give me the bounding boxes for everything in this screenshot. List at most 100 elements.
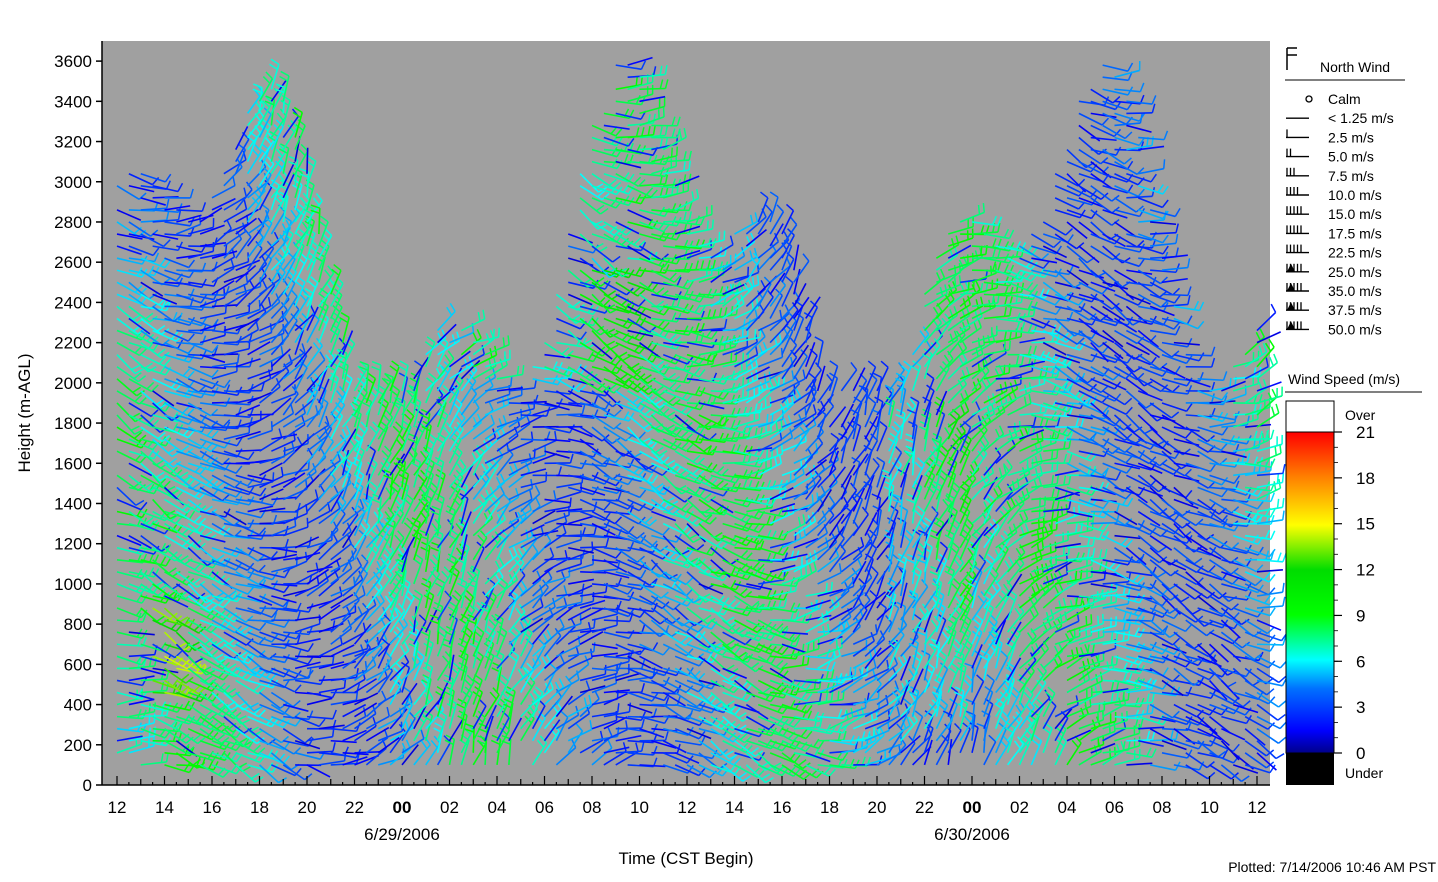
wind-barb-shaft: [152, 281, 179, 288]
wind-barb-shaft: [199, 534, 226, 543]
wind-barb-feather: [253, 706, 263, 712]
wind-barb-shaft: [187, 547, 208, 567]
wind-barb-feather: [200, 414, 207, 424]
wind-barb-feather: [197, 542, 206, 551]
wind-barb-shaft: [140, 535, 163, 552]
wind-barb-shaft: [140, 233, 164, 248]
wind-barb-shaft: [200, 365, 227, 370]
wind-barb-shaft: [247, 369, 273, 380]
wind-barb-shaft: [128, 269, 155, 277]
wind-barb-feather: [148, 366, 157, 373]
wind-barb-shaft: [187, 595, 210, 612]
wind-barb-shaft: [152, 209, 179, 213]
wind-barb-shaft: [140, 643, 166, 653]
wind-barb-feather: [635, 76, 638, 86]
wind-barb-shaft: [116, 390, 140, 405]
wind-barb-shaft: [176, 414, 202, 424]
wind-barb-shaft: [164, 691, 191, 699]
wind-barb-feather: [179, 471, 189, 478]
wind-barb-feather: [210, 480, 219, 489]
wind-barb-feather: [198, 505, 207, 513]
wind-barb-shaft: [223, 619, 246, 636]
wind-barb-shaft: [259, 740, 285, 751]
wind-barb-feather: [248, 569, 255, 579]
wind-barb-shaft: [259, 728, 282, 744]
wind-barb-feather: [208, 760, 214, 770]
wind-barb-shaft: [235, 643, 259, 658]
wind-barb-shaft: [235, 358, 261, 368]
wind-barb-feather: [199, 526, 207, 535]
wind-barb-shaft: [140, 667, 167, 676]
wind-barb-feather: [134, 285, 143, 293]
wind-barb-feather: [140, 439, 148, 449]
wind-barb-feather: [194, 657, 204, 664]
wind-barb-feather: [283, 679, 291, 688]
wind-barb-feather: [189, 288, 195, 298]
wind-barb-shaft: [235, 703, 260, 718]
wind-barb-shaft: [235, 691, 255, 712]
wind-barb-shaft: [223, 583, 249, 595]
wind-barb-feather: [187, 370, 195, 379]
wind-barb-shaft: [235, 740, 259, 755]
wind-barb-feather: [224, 379, 231, 388]
wind-barb-shaft: [187, 607, 212, 621]
wind-barb-shaft: [152, 510, 177, 525]
wind-barb-shaft: [235, 667, 261, 679]
wind-barb-shaft: [163, 462, 185, 482]
wind-barb-feather: [177, 732, 183, 742]
wind-barb-shaft: [318, 208, 321, 235]
wind-barb-shaft: [140, 546, 167, 554]
wind-barb-feather: [136, 689, 143, 699]
wind-barb-shaft: [128, 329, 152, 345]
wind-barb-feather: [188, 510, 196, 520]
wind-barb-feather: [135, 499, 145, 506]
wind-barb-feather: [165, 557, 172, 567]
wind-barb-feather: [258, 299, 261, 310]
wind-barb-shaft: [258, 764, 280, 784]
wind-barb-feather: [134, 429, 144, 435]
wind-barb-feather: [187, 333, 195, 342]
wind-barb-feather: [222, 600, 231, 609]
wind-barb-shaft: [247, 391, 272, 404]
wind-barb-feather: [133, 480, 142, 488]
wind-barb-feather: [177, 210, 182, 220]
wind-barb-feather: [144, 482, 154, 489]
wind-barb-feather: [177, 241, 183, 251]
wind-barb-feather: [188, 259, 196, 268]
wind-barb-shaft: [259, 583, 285, 594]
wind-barb-feather: [284, 568, 291, 578]
wind-barb-feather: [219, 642, 229, 650]
wind-barb-feather: [198, 517, 207, 526]
wind-barb-feather: [164, 525, 172, 535]
wind-barb-shaft: [211, 438, 238, 447]
wind-barb-feather: [170, 466, 178, 475]
wind-barb-feather: [182, 368, 191, 377]
wind-barb-shaft: [247, 583, 274, 590]
wind-barb-feather: [146, 381, 155, 390]
wind-barb-shaft: [258, 222, 273, 247]
wind-barb-shaft: [258, 301, 281, 320]
wind-barb-shaft: [164, 402, 188, 417]
wind-barb-shaft: [187, 703, 210, 721]
wind-barb-feather: [189, 188, 194, 199]
wind-barb-shaft: [258, 240, 280, 259]
wind-barb-shaft: [235, 716, 255, 736]
wind-barb-feather: [148, 485, 158, 492]
wind-barb-feather: [157, 431, 166, 440]
wind-barb-shaft: [176, 691, 202, 703]
wind-barb-shaft: [211, 390, 238, 397]
wind-barb-shaft: [175, 534, 199, 551]
wind-barb-shaft: [140, 510, 166, 522]
wind-barb-shaft: [199, 667, 224, 681]
wind-barb-shaft: [176, 462, 201, 475]
wind-barb-feather: [204, 505, 213, 513]
wind-barb-shaft: [223, 631, 247, 646]
wind-barb-shaft: [128, 450, 154, 460]
wind-barb-shaft: [164, 341, 189, 355]
wind-barb-shaft: [164, 329, 189, 342]
wind-barb-feather: [248, 546, 255, 556]
wind-barb-shaft: [116, 378, 138, 397]
wind-barb-feather: [614, 673, 618, 684]
wind-barb-shaft: [176, 438, 201, 450]
wind-barb-feather: [259, 622, 267, 631]
